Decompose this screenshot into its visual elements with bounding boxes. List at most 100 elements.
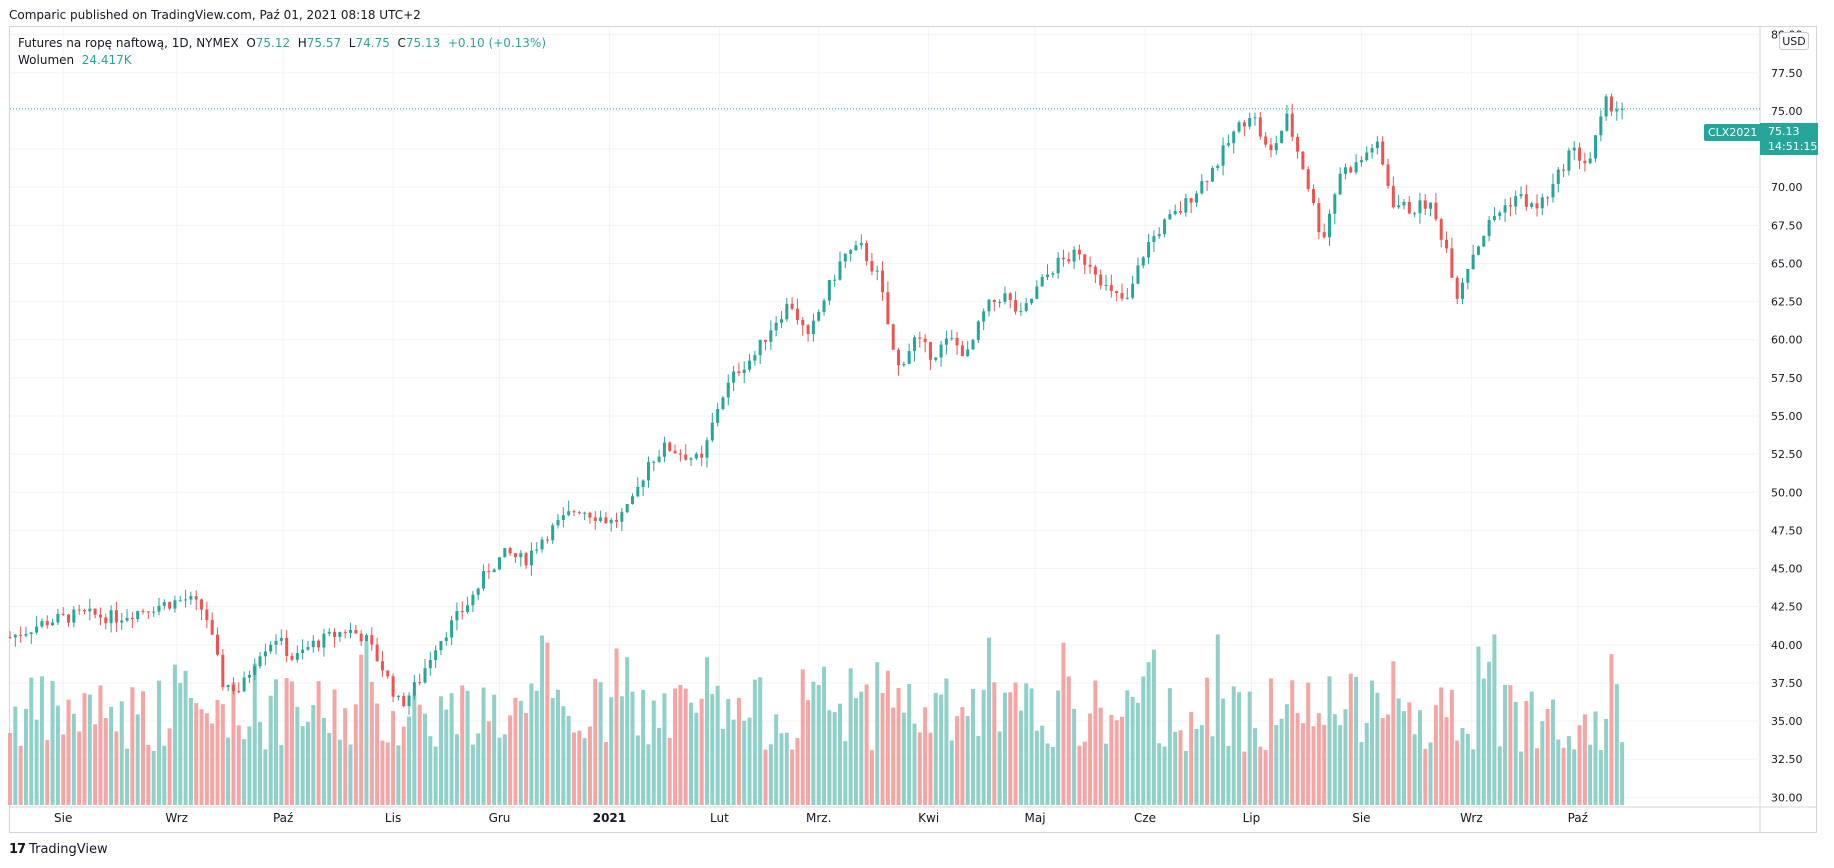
volume-bar — [210, 723, 215, 805]
candle-body — [1040, 277, 1044, 287]
candle-body — [700, 453, 704, 458]
price-tick-label: 55.00 — [1771, 410, 1803, 423]
candle-body — [104, 617, 108, 624]
volume-bar — [869, 750, 874, 805]
candle-body — [1051, 273, 1055, 275]
change-value: +0.10 (+0.13%) — [447, 36, 547, 50]
candle-body — [253, 666, 257, 675]
volume-bar — [571, 732, 576, 805]
candle-body — [928, 342, 932, 360]
candle-body — [301, 649, 305, 654]
volume-bar — [1620, 742, 1625, 805]
volume-bar — [289, 681, 294, 805]
volume-bar — [1104, 743, 1109, 805]
candle-body — [466, 605, 470, 613]
currency-button[interactable]: USD — [1779, 32, 1809, 50]
volume-bar — [518, 700, 523, 805]
volume-bar — [971, 689, 976, 805]
volume-bar — [1162, 746, 1167, 805]
volume-bar — [353, 704, 358, 805]
candle-body — [1077, 249, 1081, 255]
volume-bar — [662, 693, 667, 805]
candle-body — [588, 512, 592, 518]
last-price-value: 75.13 — [1768, 125, 1800, 138]
candle-body — [593, 517, 597, 521]
tradingview-footer[interactable]: 17 TradingView — [9, 842, 108, 857]
volume-bar — [1237, 692, 1242, 805]
candle-body — [1418, 200, 1422, 214]
volume-bar — [747, 717, 752, 805]
volume-bar — [955, 716, 960, 805]
volume-bar — [8, 732, 12, 805]
volume-bar — [449, 693, 454, 805]
volume-row: Wolumen 24.417K — [18, 52, 546, 69]
volume-bar — [1492, 634, 1497, 805]
volume-bar — [492, 694, 497, 805]
volume-bar — [742, 720, 747, 805]
volume-bar — [736, 697, 741, 805]
volume-bar — [779, 733, 784, 805]
volume-bar — [720, 728, 725, 805]
close-label: C — [397, 36, 406, 50]
candle-body — [1194, 193, 1198, 203]
candle-body — [77, 609, 81, 611]
candle-body — [1131, 283, 1135, 298]
price-tick-label: 37.50 — [1771, 677, 1803, 690]
candle-body — [1019, 310, 1023, 312]
candle-body — [1221, 145, 1225, 166]
volume-bar — [1593, 711, 1598, 805]
price-tick-label: 50.00 — [1771, 486, 1803, 499]
volume-bar — [944, 678, 949, 805]
candle-body — [987, 299, 991, 312]
volume-bar — [550, 697, 555, 805]
candle-body — [561, 515, 565, 520]
candle-body — [705, 440, 709, 458]
candle-body — [295, 653, 299, 660]
volume-bar — [1274, 725, 1279, 805]
volume-bar — [816, 684, 821, 805]
volume-bar — [593, 678, 598, 805]
volume-label[interactable]: Wolumen — [18, 53, 75, 67]
candle-body — [1524, 194, 1528, 207]
volume-bar — [917, 732, 922, 805]
candle-body — [811, 320, 815, 335]
candle-body — [737, 371, 741, 374]
volume-bar — [263, 749, 268, 805]
volume-bar — [1556, 739, 1561, 805]
volume-bar — [508, 715, 513, 805]
candle-body — [822, 300, 826, 312]
volume-bar — [997, 731, 1002, 805]
candle-body — [306, 647, 310, 650]
candle-body — [849, 250, 853, 254]
volume-bar — [1114, 720, 1119, 805]
volume-bar — [651, 700, 656, 805]
chart-legend: Futures na ropę naftową, 1D, NYMEX O75.1… — [18, 35, 546, 69]
volume-bar — [226, 737, 231, 805]
candle-body — [838, 261, 842, 280]
candle-body — [157, 605, 161, 612]
low-value: 74.75 — [355, 36, 390, 50]
candle-body — [758, 339, 762, 356]
candle-body — [790, 303, 794, 309]
volume-bar — [1183, 751, 1188, 805]
volume-bar — [1013, 682, 1018, 805]
volume-bar — [992, 682, 997, 805]
candle-body — [428, 660, 432, 669]
volume-bar — [790, 749, 795, 805]
price-tick-label: 60.00 — [1771, 334, 1803, 347]
candle-body — [476, 588, 480, 595]
candle-body — [1567, 150, 1571, 171]
volume-bar — [1529, 691, 1534, 805]
volume-bar — [891, 707, 896, 805]
volume-bar — [726, 698, 731, 805]
candle-body — [1402, 201, 1406, 206]
candle-body — [1562, 169, 1566, 171]
volume-bar — [1545, 709, 1550, 805]
candle-body — [1391, 185, 1395, 208]
symbol-title[interactable]: Futures na ropę naftową, 1D, NYMEX — [18, 36, 239, 50]
candle-body — [912, 337, 916, 352]
volume-bar — [832, 712, 837, 805]
candle-body — [247, 674, 251, 678]
candle-body — [689, 458, 693, 460]
